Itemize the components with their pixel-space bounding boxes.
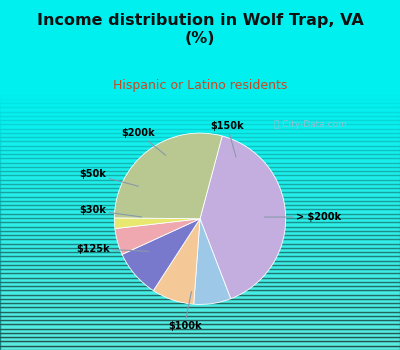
Wedge shape xyxy=(194,219,231,304)
Text: $50k: $50k xyxy=(80,169,138,186)
FancyBboxPatch shape xyxy=(0,286,400,290)
FancyBboxPatch shape xyxy=(0,269,400,273)
FancyBboxPatch shape xyxy=(0,133,400,137)
FancyBboxPatch shape xyxy=(0,184,400,188)
FancyBboxPatch shape xyxy=(0,333,400,337)
FancyBboxPatch shape xyxy=(0,312,400,316)
FancyBboxPatch shape xyxy=(0,307,400,312)
FancyBboxPatch shape xyxy=(0,218,400,222)
Text: > $200k: > $200k xyxy=(264,212,341,222)
FancyBboxPatch shape xyxy=(0,141,400,146)
Wedge shape xyxy=(200,136,286,299)
FancyBboxPatch shape xyxy=(0,201,400,205)
FancyBboxPatch shape xyxy=(0,346,400,350)
FancyBboxPatch shape xyxy=(0,244,400,248)
Text: $150k: $150k xyxy=(211,121,244,157)
FancyBboxPatch shape xyxy=(0,239,400,244)
Wedge shape xyxy=(153,219,200,304)
FancyBboxPatch shape xyxy=(0,320,400,324)
FancyBboxPatch shape xyxy=(0,316,400,320)
Text: $30k: $30k xyxy=(80,205,142,217)
FancyBboxPatch shape xyxy=(0,150,400,154)
FancyBboxPatch shape xyxy=(0,197,400,201)
FancyBboxPatch shape xyxy=(0,171,400,175)
Text: Hispanic or Latino residents: Hispanic or Latino residents xyxy=(113,79,287,92)
Wedge shape xyxy=(115,219,200,254)
FancyBboxPatch shape xyxy=(0,256,400,260)
FancyBboxPatch shape xyxy=(0,295,400,299)
FancyBboxPatch shape xyxy=(0,235,400,239)
FancyBboxPatch shape xyxy=(0,248,400,252)
Wedge shape xyxy=(122,219,200,290)
FancyBboxPatch shape xyxy=(0,265,400,269)
FancyBboxPatch shape xyxy=(0,124,400,128)
FancyBboxPatch shape xyxy=(0,252,400,256)
FancyBboxPatch shape xyxy=(0,120,400,124)
FancyBboxPatch shape xyxy=(0,342,400,346)
FancyBboxPatch shape xyxy=(0,324,400,329)
FancyBboxPatch shape xyxy=(0,222,400,226)
FancyBboxPatch shape xyxy=(0,260,400,265)
FancyBboxPatch shape xyxy=(0,282,400,286)
Text: $200k: $200k xyxy=(122,128,166,155)
FancyBboxPatch shape xyxy=(0,329,400,333)
FancyBboxPatch shape xyxy=(0,273,400,278)
FancyBboxPatch shape xyxy=(0,231,400,235)
Wedge shape xyxy=(114,218,200,229)
Wedge shape xyxy=(114,133,222,219)
FancyBboxPatch shape xyxy=(0,154,400,158)
FancyBboxPatch shape xyxy=(0,158,400,163)
FancyBboxPatch shape xyxy=(0,180,400,184)
FancyBboxPatch shape xyxy=(0,205,400,209)
FancyBboxPatch shape xyxy=(0,175,400,180)
FancyBboxPatch shape xyxy=(0,226,400,231)
Text: $125k: $125k xyxy=(76,244,148,254)
FancyBboxPatch shape xyxy=(0,337,400,342)
FancyBboxPatch shape xyxy=(0,299,400,303)
FancyBboxPatch shape xyxy=(0,128,400,133)
FancyBboxPatch shape xyxy=(0,146,400,150)
FancyBboxPatch shape xyxy=(0,163,400,167)
FancyBboxPatch shape xyxy=(0,167,400,171)
FancyBboxPatch shape xyxy=(0,188,400,193)
FancyBboxPatch shape xyxy=(0,214,400,218)
FancyBboxPatch shape xyxy=(0,303,400,307)
FancyBboxPatch shape xyxy=(0,209,400,214)
Text: Income distribution in Wolf Trap, VA
(%): Income distribution in Wolf Trap, VA (%) xyxy=(37,13,363,46)
Text: $100k: $100k xyxy=(168,292,201,331)
Text: ⓘ City-Data.com: ⓘ City-Data.com xyxy=(274,120,347,129)
FancyBboxPatch shape xyxy=(0,193,400,197)
FancyBboxPatch shape xyxy=(0,278,400,282)
FancyBboxPatch shape xyxy=(0,137,400,141)
FancyBboxPatch shape xyxy=(0,290,400,295)
